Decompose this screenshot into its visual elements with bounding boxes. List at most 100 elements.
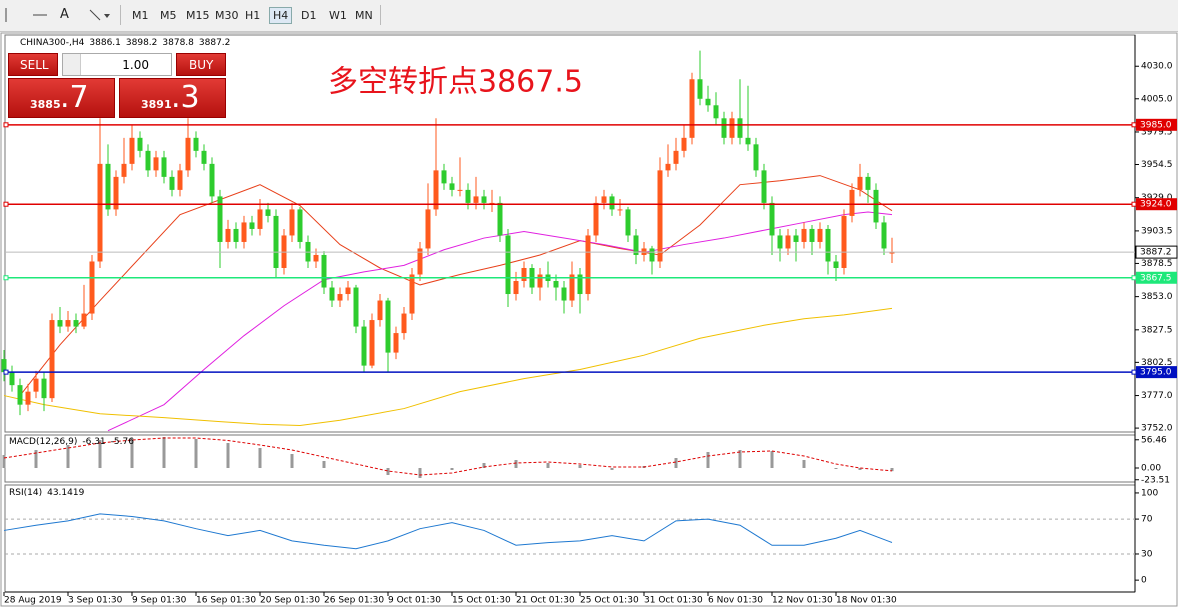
chart: 4030.0 4005.0 3979.5 3954.5 3929.0 3903.5 3878… [0,32,1178,607]
level-label: 3985.0 [1140,120,1172,130]
candle-body [17,385,23,405]
candle-body [97,163,103,262]
level-label: 3924.0 [1140,200,1172,210]
candle-body [417,248,423,275]
y-tick-label: 4030.0 [1141,62,1173,72]
sell-button[interactable]: SELL [8,53,58,76]
rsi-line [3,513,893,550]
timeframe[interactable]: M5 [160,9,177,22]
x-tick-label: 15 Oct 01:30 [452,596,511,606]
candle-body [793,235,799,242]
timeframe[interactable]: M1 [132,9,149,22]
candle-body [33,378,39,392]
candle-body [273,215,279,268]
lot-input[interactable]: 1.00 [62,53,172,76]
candle-body [249,222,255,229]
candle-body [441,170,447,184]
buy-price-box[interactable] [119,78,226,118]
candle-body [9,372,15,386]
candle-body [737,118,743,138]
indicator-name: RSI(14) [9,488,42,498]
y-tick-label: 3954.5 [1141,160,1173,170]
x-tick-label: 9 Oct 01:30 [388,596,441,606]
sell-price-box[interactable] [8,78,115,118]
level-label-box [1136,366,1177,379]
level-anchor [3,201,9,207]
timeframe[interactable]: M30 [215,9,239,22]
candle-body [41,378,47,399]
y-tick-label: 3979.5 [1141,127,1173,137]
candle-body [633,235,639,255]
candle-body [361,326,367,366]
buy-button[interactable]: BUY [176,53,226,76]
candle-body [769,202,775,236]
x-tick-label: 16 Sep 01:30 [196,596,256,606]
candle-body [321,254,327,288]
x-tick-label: 20 Sep 01:30 [260,596,320,606]
icon-draw[interactable] [89,9,101,21]
icon-dropdown[interactable] [104,14,110,18]
candle-body [161,157,167,177]
candle-body [81,313,87,327]
candle-body [889,252,895,254]
candle-body [881,222,887,249]
candle-body [553,281,559,288]
level-anchor [3,275,9,281]
candle-body [761,170,767,203]
level-anchor [3,122,9,128]
candle-body [513,281,519,295]
x-tick-label: 3 Sep 01:30 [68,596,123,606]
x-tick-label: 18 Nov 01:30 [836,596,897,606]
candle-body [449,183,455,190]
candle-body [577,274,583,295]
sell-price-main: 3885 [30,98,61,111]
candle-body [393,333,399,353]
timeframe[interactable]: D1 [301,9,317,22]
candle-body [817,228,823,242]
candle-body [353,287,359,327]
y-tick-label: 3853.0 [1141,292,1173,302]
candle-body [481,196,487,203]
y-tick-label: 3752.0 [1141,424,1173,434]
y-tick-label: 100 [1141,488,1158,498]
font-button[interactable]: A [60,7,69,22]
timeframe[interactable]: W1 [329,9,347,22]
timeframe[interactable]: MN [355,9,373,22]
candle-body [25,391,31,405]
candle-body [665,163,671,171]
candle-body [833,261,839,268]
lot-spinner[interactable] [63,54,81,75]
candle-body [369,320,375,366]
timeframe[interactable]: H4 [269,7,293,24]
buy-price-pips: .3 [171,80,200,115]
candle-body [121,163,127,177]
candle-body [625,209,631,236]
ohlc-value: 3898.2 [126,38,158,48]
level-label-box [1136,271,1177,284]
x-tick-label: 31 Oct 01:30 [644,596,703,606]
candle-body [129,137,135,164]
candle-body [841,215,847,268]
level-anchor [3,369,9,375]
candle-body [345,287,351,295]
macd-header: MACD(12,26,9) -6.31 -5.76 [9,437,134,447]
ohlc-value: 3886.1 [89,38,121,48]
candle-body [49,320,55,399]
timeframe[interactable]: M15 [186,9,210,22]
candle-body [849,189,855,216]
candle-body [489,202,495,204]
timeframe[interactable]: H1 [245,9,261,22]
toolbar-icons [5,8,110,22]
candle-body [297,209,303,242]
candle-body [65,320,71,327]
candle-body [401,313,407,334]
candle-body [785,235,791,249]
candle-body [385,300,391,353]
level-label: 3795.0 [1140,368,1172,378]
moving-average [107,211,893,432]
candle-body [657,170,663,262]
candle-body [537,274,543,288]
rsi-header: RSI(14) 43.1419 [9,488,85,498]
candle-body [105,163,111,210]
